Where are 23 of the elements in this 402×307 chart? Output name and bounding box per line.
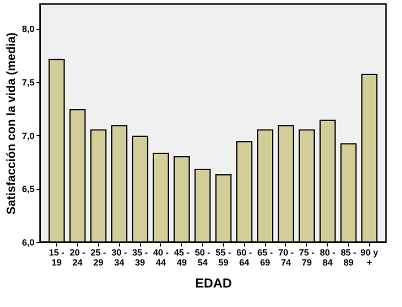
x-tick-label: 15 - 19 [48, 248, 64, 268]
x-axis-title: EDAD [195, 276, 232, 290]
x-tick-label: 90 y + [360, 248, 378, 268]
x-tick-label: 60 - 64 [236, 248, 252, 268]
y-tick-label: 7,0 [22, 130, 34, 141]
x-tick-label: 40 - 44 [153, 248, 169, 268]
x-tick-label: 65 - 69 [257, 248, 273, 268]
x-tick-label: 50 - 54 [194, 248, 210, 268]
x-tick-label: 55 - 59 [216, 248, 232, 268]
x-tick-label: 25 - 29 [90, 248, 106, 268]
x-tick-label: 30 - 34 [111, 248, 127, 268]
x-tick-label: 70 - 74 [278, 248, 294, 268]
y-axis-title: Satisfacción con la vida (media) [4, 32, 18, 215]
y-tick-label: 6,5 [22, 184, 34, 194]
x-tick-label: 80 - 84 [320, 248, 336, 268]
x-tick-label: 35 - 39 [132, 248, 148, 268]
y-tick-label: 6,0 [22, 238, 34, 248]
y-tick-label: 8,0 [22, 24, 34, 34]
x-tick-label: 75 - 79 [299, 248, 315, 268]
x-tick-label: 20 - 24 [70, 248, 86, 268]
x-tick-label: 45 - 49 [174, 248, 190, 268]
x-tick-label: 85 - 89 [340, 248, 356, 268]
y-tick-label: 7,5 [22, 77, 34, 88]
